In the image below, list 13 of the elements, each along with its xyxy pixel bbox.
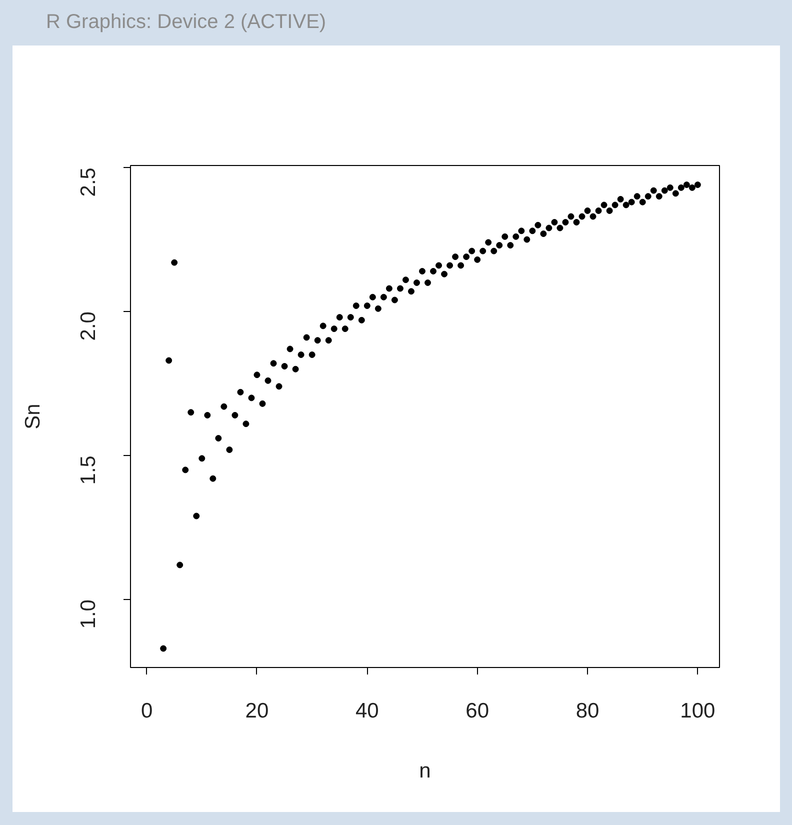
x-tick-label: 60 [466,700,490,722]
x-tick-label: 100 [680,700,716,722]
x-tick-label: 0 [140,700,153,722]
y-tick-label: 2.0 [77,312,100,341]
x-tick-label: 40 [355,700,379,722]
y-tick-label: 1.5 [77,456,100,485]
y-tick-label: 2.5 [77,168,100,197]
x-tick-label: 80 [576,700,600,722]
y-tick-label: 1.0 [77,600,100,629]
x-axis-title: n [419,760,431,782]
y-axis-title: Sn [22,404,44,430]
chart-title: R Graphics: Device 2 (ACTIVE) [46,10,326,35]
x-tick-label: 20 [245,700,269,722]
